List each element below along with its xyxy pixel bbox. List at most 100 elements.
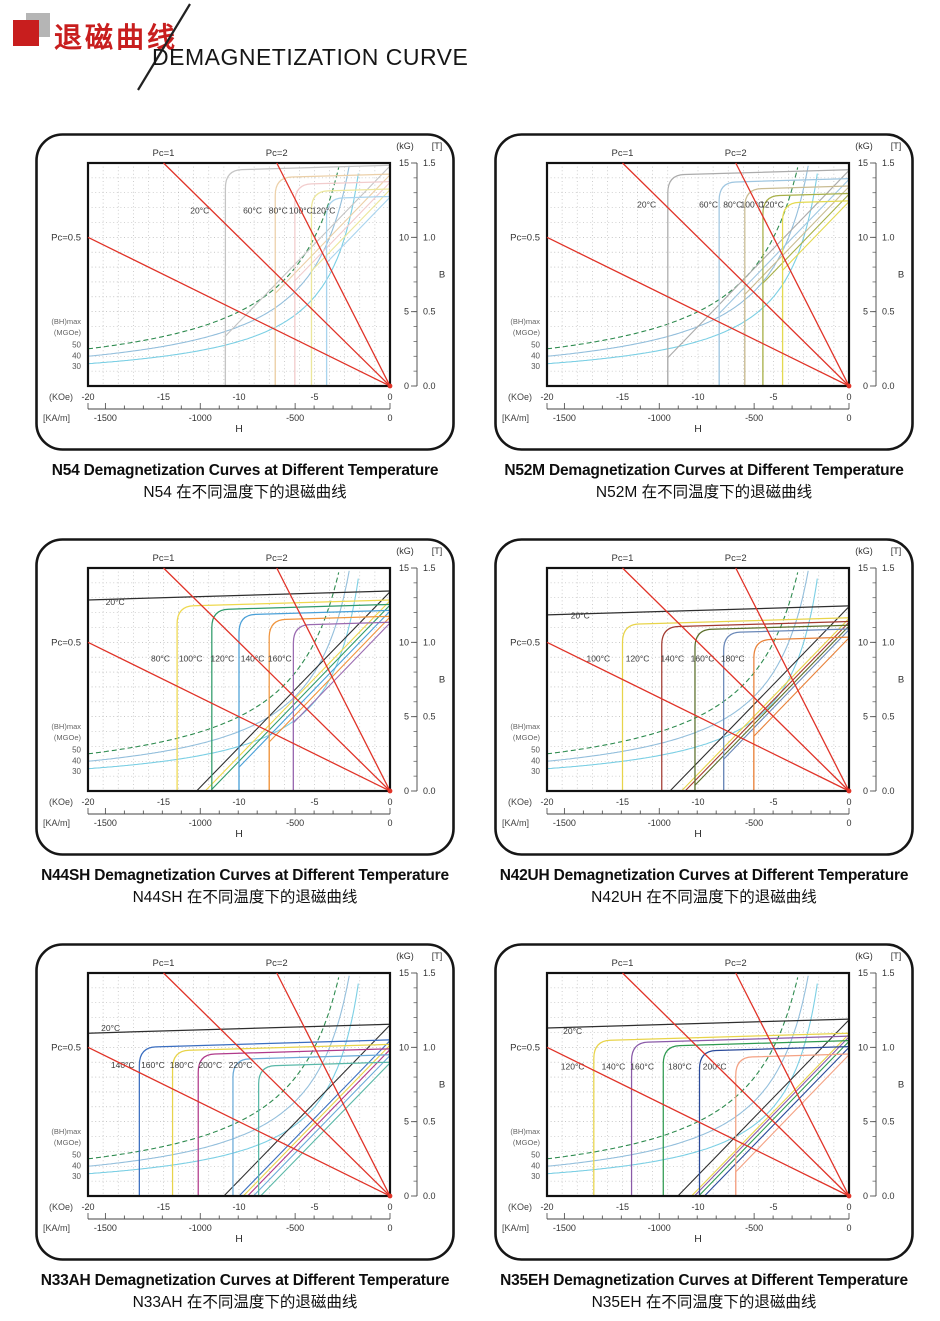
chart-text-label: (BH)max bbox=[51, 1127, 81, 1136]
pc-label: Pc=1 bbox=[612, 148, 634, 159]
chart-text-label: 1.5 bbox=[882, 968, 895, 978]
intrinsic-curve-160C bbox=[292, 621, 391, 791]
intrinsic-curve-160C bbox=[171, 1043, 391, 1196]
pc-line-2 bbox=[276, 972, 391, 1197]
temperature-label: 120°C bbox=[626, 654, 650, 664]
normal-curve-20C bbox=[678, 1019, 850, 1196]
temperature-label: 80°C bbox=[151, 654, 170, 664]
normal-curve-140C bbox=[268, 616, 391, 791]
bh-contour-50 bbox=[87, 977, 340, 1160]
chart-text-label: (MGOe) bbox=[513, 733, 541, 742]
intrinsic-curve-160C bbox=[662, 1040, 850, 1196]
temperature-label: 140°C bbox=[241, 654, 265, 664]
chart-caption: N54 Demagnetization Curves at Different … bbox=[35, 460, 455, 503]
intrinsic-curve-140C bbox=[268, 615, 391, 791]
bh-contour-30 bbox=[546, 578, 818, 770]
intrinsic-curve-200C bbox=[735, 1053, 850, 1196]
chart-text-label: -1500 bbox=[94, 818, 117, 828]
intrinsic-curve-20C bbox=[546, 1018, 850, 1029]
pc-label: Pc=0.5 bbox=[51, 232, 81, 243]
pc-label: Pc=2 bbox=[725, 553, 747, 564]
load-line-origin-arrow bbox=[846, 383, 852, 389]
chart-cell-n33ah: 20°C140°C160°C180°C200°C220°CPc=0.5Pc=1P… bbox=[35, 943, 455, 1313]
h-axis-label: H bbox=[235, 423, 243, 435]
temperature-label: 80°C bbox=[723, 200, 742, 210]
chart-cell-n52m: 20°C 60°C 80°C 100°C 120°C Pc=0.5 Pc=1 Pc=2 (BH)… bbox=[494, 133, 914, 503]
chart-text-label: 0 bbox=[404, 1191, 409, 1201]
b-axis-label: B bbox=[898, 675, 904, 686]
normal-curve-140C bbox=[694, 1036, 850, 1196]
normal-curve-120C bbox=[238, 610, 391, 791]
chart-text-label: -5 bbox=[310, 1202, 318, 1212]
h-axis-label: H bbox=[694, 423, 702, 435]
bottom-axis: (KOe) -20 -15 -10 -5 0 [KA/m] -1500 -1000 -500 0 H bbox=[502, 1202, 852, 1245]
chart-text-label: 0 bbox=[863, 786, 868, 796]
pc-label: Pc=1 bbox=[153, 958, 175, 969]
bottom-axis: (KOe) -20 -15 -10 -5 0 [KA/m] -1500 -1000 -500 0 H bbox=[43, 797, 393, 840]
temperature-label: 100°C bbox=[179, 654, 203, 664]
chart-text-label: 0.5 bbox=[882, 712, 895, 722]
normal-curve-120C bbox=[691, 1033, 850, 1196]
chart-text-label: 0 bbox=[863, 1191, 868, 1201]
temperature-label: 20°C bbox=[571, 611, 590, 621]
chart-text-label: 1.0 bbox=[882, 637, 895, 647]
chart-caption-zh: N35EH 在不同温度下的退磁曲线 bbox=[591, 1293, 817, 1311]
chart-text-label: 1.0 bbox=[882, 1042, 895, 1052]
chart-text-label: 0 bbox=[846, 392, 851, 402]
chart-text-label: (kG) bbox=[855, 951, 873, 961]
koe-unit: (KOe) bbox=[508, 392, 532, 402]
chart-text-label: -5 bbox=[769, 392, 777, 402]
chart-text-label: 0.0 bbox=[423, 381, 436, 391]
chart-text-label: [T] bbox=[432, 546, 443, 556]
bh-contour-50 bbox=[546, 572, 799, 755]
pc-line-0.5 bbox=[87, 236, 391, 387]
chart-text-label: 0.0 bbox=[423, 1191, 436, 1201]
pc-label: Pc=0.5 bbox=[510, 232, 540, 243]
chart-text-label: 30 bbox=[531, 362, 540, 371]
pc-line-1 bbox=[622, 567, 850, 792]
chart-text-label: 1.0 bbox=[423, 232, 436, 242]
chart-text-label: 0.0 bbox=[882, 381, 895, 391]
chart-text-label: 30 bbox=[72, 767, 81, 776]
koe-unit: (KOe) bbox=[508, 1202, 532, 1212]
b-axis-label: B bbox=[898, 270, 904, 281]
load-line-origin-arrow bbox=[846, 1193, 852, 1199]
panel-border bbox=[35, 133, 455, 451]
chart-text-label: -15 bbox=[157, 797, 170, 807]
intrinsic-curve-20C bbox=[87, 1023, 391, 1034]
chart-text-label: 10 bbox=[399, 637, 409, 647]
chart-caption-zh: N54 在不同温度下的退磁曲线 bbox=[143, 483, 347, 501]
chart-text-label: -20 bbox=[81, 797, 94, 807]
chart-text-label: (BH)max bbox=[510, 317, 540, 326]
chart-text-label: -20 bbox=[81, 392, 94, 402]
chart-text-label: -500 bbox=[286, 413, 304, 423]
h-axis-label: H bbox=[694, 1233, 702, 1245]
bh-max-contours bbox=[546, 165, 818, 365]
chart-caption-en: N42UH Demagnetization Curves at Differen… bbox=[499, 867, 909, 884]
bh-max-contours bbox=[87, 570, 359, 770]
intrinsic-curve-200C bbox=[232, 1054, 391, 1196]
intrinsic-curve-160C bbox=[723, 628, 850, 791]
right-axis: (kG) [T] 15 10 5 0 1.5 1.0 0.5 0.0 B bbox=[396, 546, 445, 796]
chart-text-label: 0 bbox=[387, 797, 392, 807]
chart-text-label: 0.0 bbox=[882, 1191, 895, 1201]
chart-text-label: 50 bbox=[531, 341, 540, 350]
pc-label: Pc=0.5 bbox=[51, 1042, 81, 1053]
chart-text-label: 0.5 bbox=[882, 307, 895, 317]
right-axis: (kG) [T] 15 10 5 0 1.5 1.0 0.5 0.0 B bbox=[396, 951, 445, 1201]
chart-caption-zh: N33AH 在不同温度下的退磁曲线 bbox=[132, 1293, 358, 1311]
temperature-label: 220°C bbox=[229, 1060, 253, 1070]
intrinsic-curve-80C bbox=[744, 185, 850, 386]
chart-text-label: 50 bbox=[72, 341, 81, 350]
pc-line-1 bbox=[163, 972, 391, 1197]
chart-text-label: 0.5 bbox=[882, 1117, 895, 1127]
chart-text-label: -1000 bbox=[189, 413, 212, 423]
chart-text-label: -1500 bbox=[553, 1223, 576, 1233]
bh-contour-40 bbox=[546, 975, 809, 1167]
pc-line-2 bbox=[735, 162, 850, 387]
normal-curve-120C bbox=[782, 201, 850, 386]
intrinsic-curve-20C bbox=[87, 590, 391, 601]
